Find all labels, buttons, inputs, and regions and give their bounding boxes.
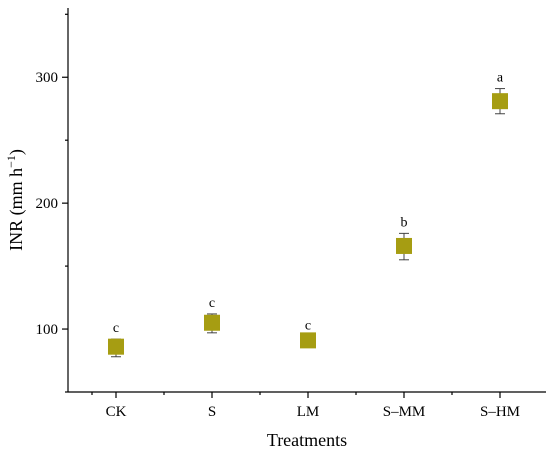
data-point-0: c bbox=[108, 321, 124, 358]
y-tick-label: 100 bbox=[36, 322, 59, 338]
axes bbox=[67, 8, 546, 393]
significance-label: b bbox=[401, 215, 408, 230]
data-marks: c c c b a bbox=[108, 71, 508, 358]
data-marker bbox=[108, 338, 124, 355]
ticks: 100 200 300 CK S LM S–MM S–HM bbox=[36, 13, 520, 420]
data-marker bbox=[396, 237, 412, 254]
y-axis-title-superscript: −1 bbox=[4, 155, 18, 168]
x-axis-title: Treatments bbox=[267, 430, 347, 450]
x-tick-label: S–MM bbox=[383, 404, 426, 420]
y-axis-title-close: ) bbox=[6, 149, 27, 155]
y-axis-title: INR (mm h−1) bbox=[4, 149, 27, 251]
data-marker bbox=[300, 332, 316, 349]
data-point-2: c bbox=[300, 319, 316, 349]
x-tick-label: CK bbox=[106, 404, 127, 420]
significance-label: c bbox=[209, 296, 215, 311]
significance-label: c bbox=[305, 319, 311, 334]
x-tick-label: LM bbox=[297, 404, 320, 420]
data-point-1: c bbox=[204, 296, 220, 334]
x-tick-label: S–HM bbox=[480, 404, 520, 420]
data-marker bbox=[204, 314, 220, 331]
data-point-3: b bbox=[396, 215, 412, 261]
y-tick-label: 300 bbox=[36, 70, 59, 86]
significance-label: c bbox=[113, 321, 119, 336]
y-axis-title-main: INR (mm h bbox=[6, 168, 27, 251]
x-tick-label: S bbox=[208, 404, 216, 420]
data-point-4: a bbox=[492, 71, 508, 115]
data-marker bbox=[492, 93, 508, 110]
y-tick-label: 200 bbox=[36, 196, 59, 212]
significance-label: a bbox=[497, 71, 504, 86]
